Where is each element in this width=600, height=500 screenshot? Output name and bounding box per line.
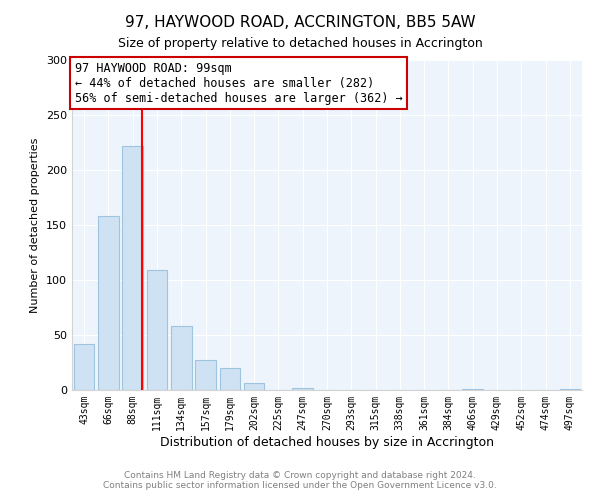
Text: Contains HM Land Registry data © Crown copyright and database right 2024.
Contai: Contains HM Land Registry data © Crown c… [103,470,497,490]
Text: 97 HAYWOOD ROAD: 99sqm
← 44% of detached houses are smaller (282)
56% of semi-de: 97 HAYWOOD ROAD: 99sqm ← 44% of detached… [74,62,403,104]
Bar [292,388,313,390]
Bar [220,368,240,390]
Bar [463,389,483,390]
Y-axis label: Number of detached properties: Number of detached properties [31,138,40,312]
Text: 97, HAYWOOD ROAD, ACCRINGTON, BB5 5AW: 97, HAYWOOD ROAD, ACCRINGTON, BB5 5AW [125,15,475,30]
Bar [74,344,94,390]
Bar [560,389,580,390]
Bar [244,384,265,390]
Bar [146,270,167,390]
Text: Size of property relative to detached houses in Accrington: Size of property relative to detached ho… [118,38,482,51]
Bar [171,326,191,390]
Bar [195,360,216,390]
Bar [98,216,119,390]
X-axis label: Distribution of detached houses by size in Accrington: Distribution of detached houses by size … [160,436,494,448]
Bar [122,146,143,390]
